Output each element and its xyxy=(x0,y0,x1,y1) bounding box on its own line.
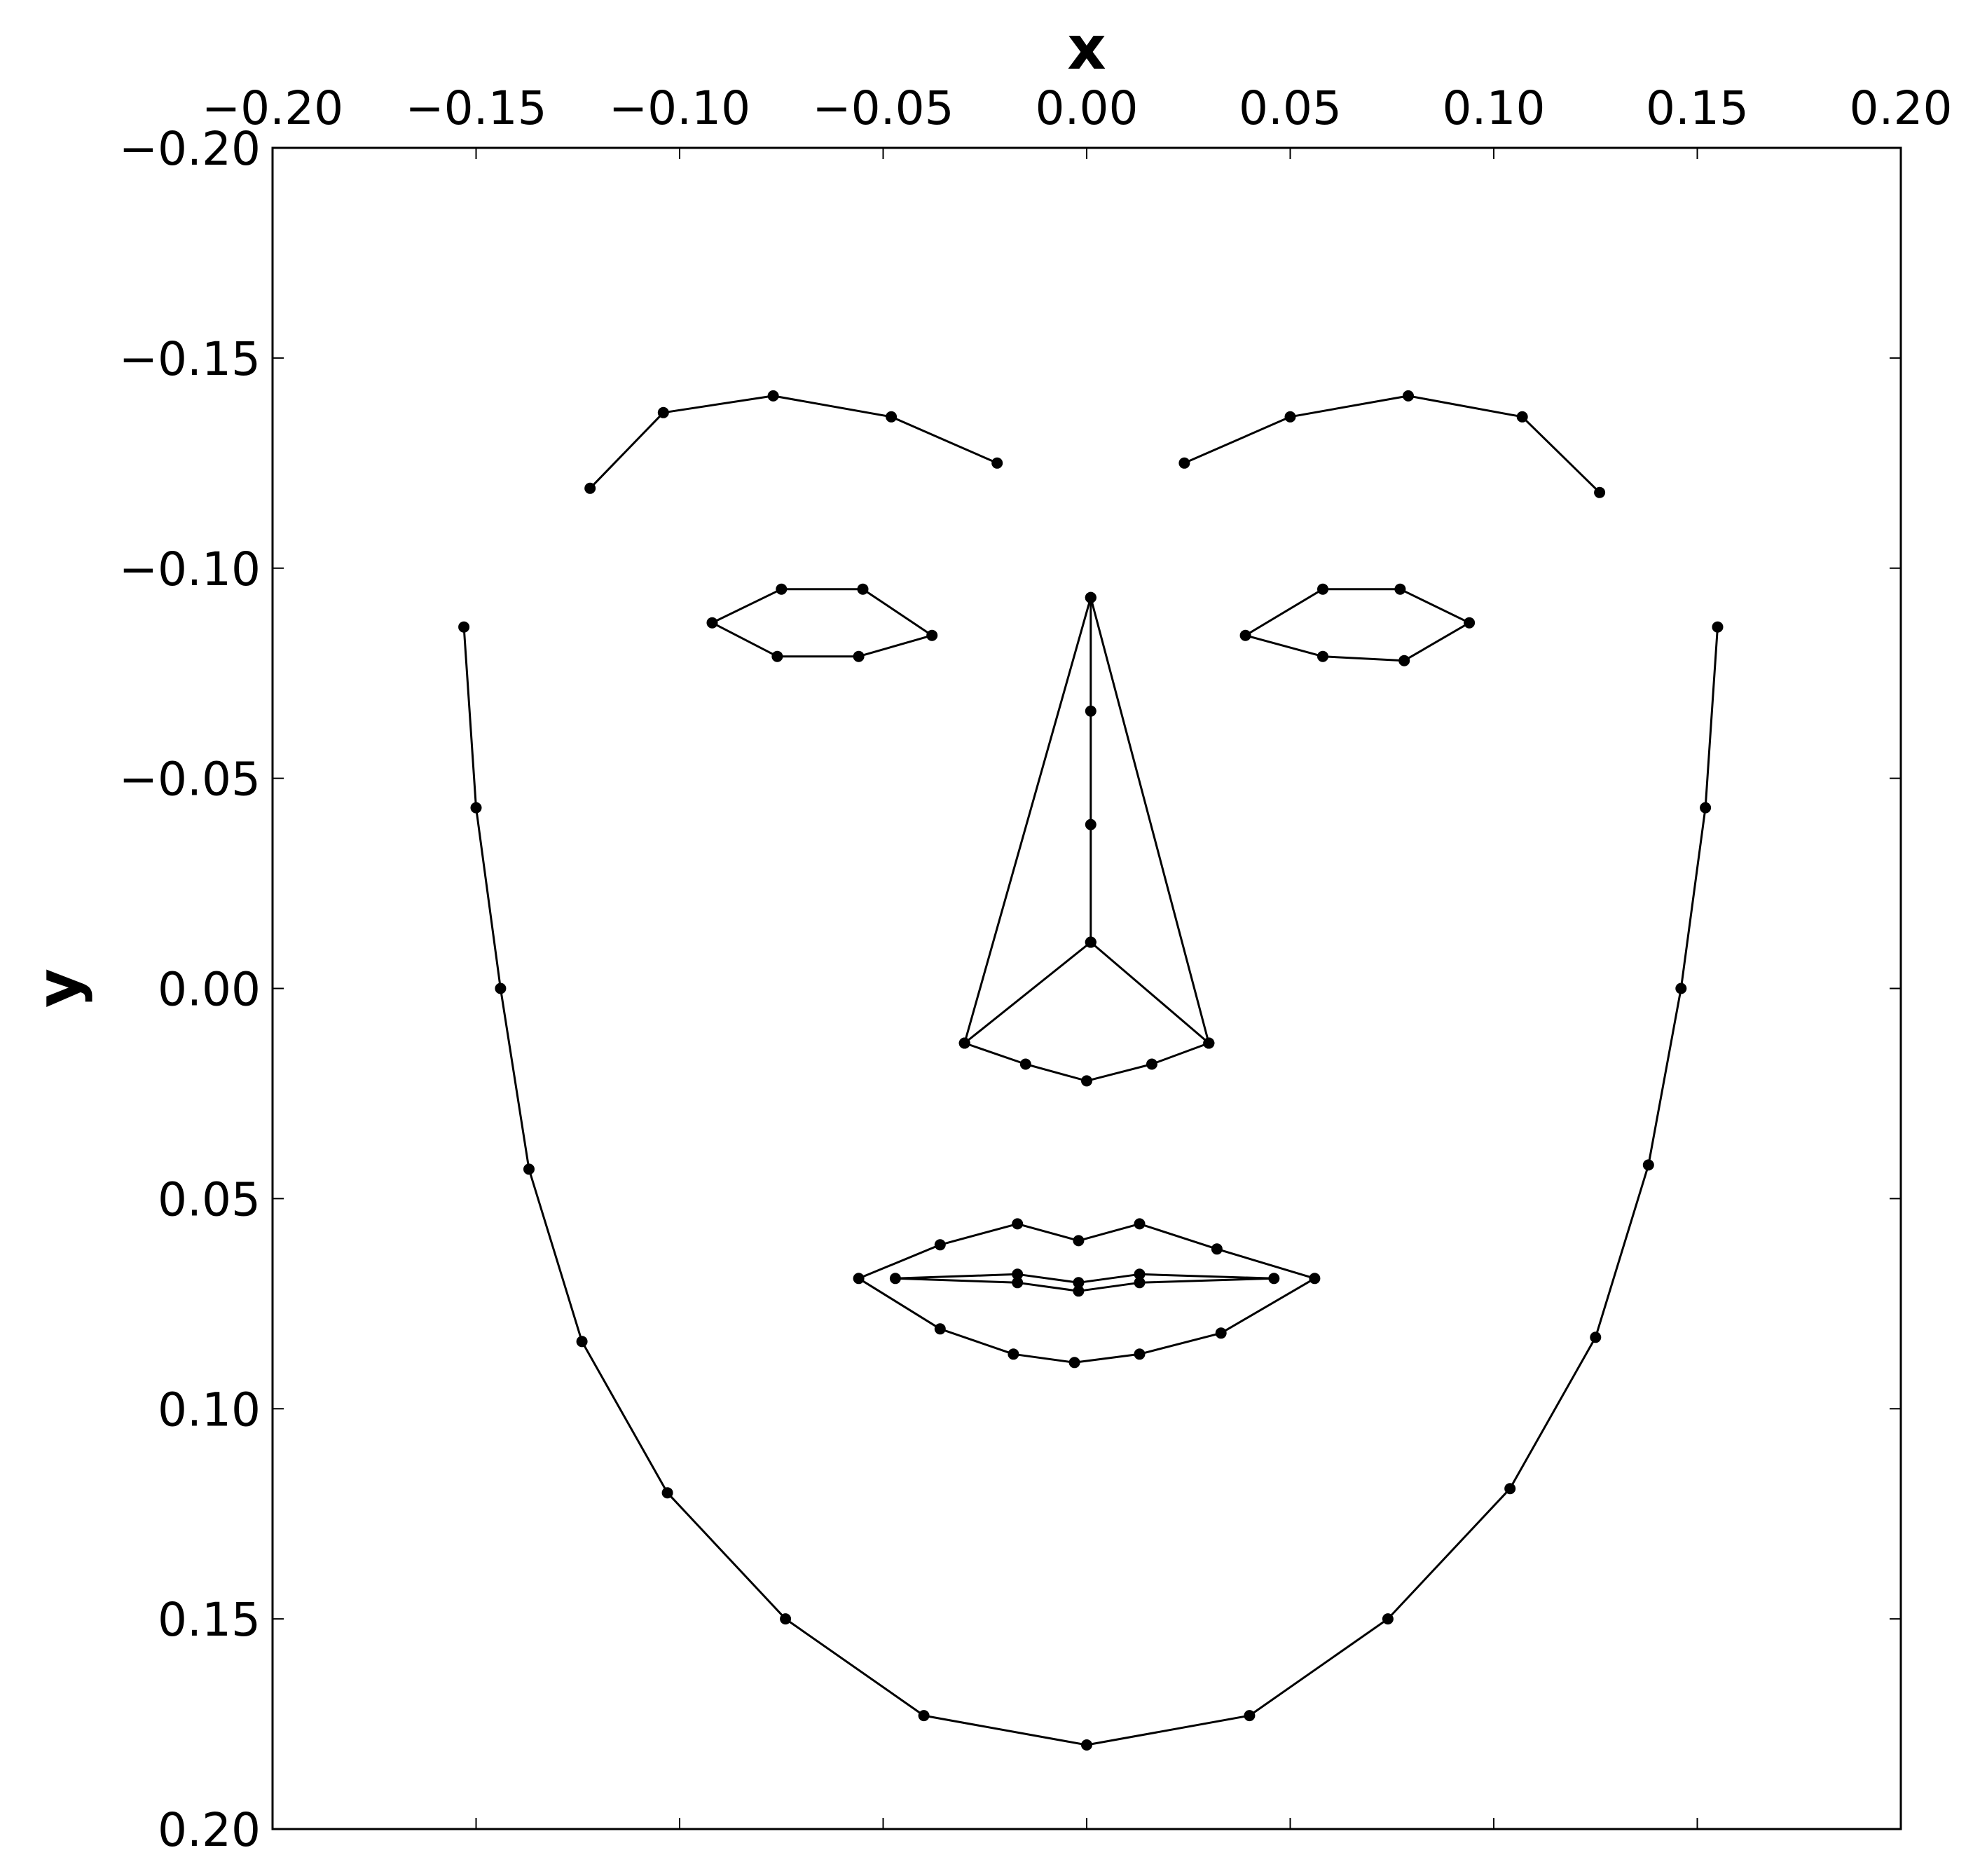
x-tick-label: 0.00 xyxy=(1036,81,1139,135)
x-tick-label: 0.10 xyxy=(1443,81,1546,135)
data-point xyxy=(1382,1613,1394,1625)
x-tick-label: 0.05 xyxy=(1239,81,1342,135)
data-point xyxy=(706,617,718,629)
data-point xyxy=(1211,1243,1223,1255)
x-axis-title: x xyxy=(1067,13,1106,83)
data-point xyxy=(1239,629,1251,641)
series-line xyxy=(1089,941,1210,1044)
data-point xyxy=(1675,982,1687,994)
data-point xyxy=(1085,819,1096,830)
data-point xyxy=(853,650,865,662)
data-point xyxy=(1019,1058,1031,1070)
data-point xyxy=(1317,583,1328,595)
data-point xyxy=(1700,802,1712,814)
series-line xyxy=(1089,597,1210,1043)
x-tick-label: 0.15 xyxy=(1646,81,1749,135)
data-point xyxy=(1081,1739,1092,1751)
data-point xyxy=(1085,705,1096,717)
data-point xyxy=(1203,1037,1215,1049)
data-point xyxy=(1085,591,1096,603)
data-point xyxy=(1403,390,1414,402)
y-tick-label: 0.05 xyxy=(158,1172,261,1226)
data-point xyxy=(1215,1327,1227,1339)
y-tick-label: 0.15 xyxy=(158,1593,261,1647)
data-point xyxy=(661,1487,673,1499)
data-point xyxy=(458,621,470,633)
x-tick-label: −0.20 xyxy=(202,81,343,135)
x-tick-label: 0.20 xyxy=(1850,81,1953,135)
x-tick-label: −0.10 xyxy=(609,81,750,135)
data-point xyxy=(495,982,507,994)
data-point xyxy=(1398,655,1410,666)
data-point xyxy=(958,1037,970,1049)
data-point xyxy=(1642,1159,1654,1171)
y-tick-label: −0.05 xyxy=(119,753,261,807)
data-point xyxy=(1309,1273,1321,1285)
data-point xyxy=(1073,1277,1085,1289)
data-point xyxy=(1068,1357,1080,1369)
data-point xyxy=(523,1163,535,1175)
data-point xyxy=(1594,486,1606,498)
data-point xyxy=(657,406,669,418)
data-point xyxy=(1268,1273,1280,1285)
y-axis-title: y xyxy=(24,968,94,1008)
data-point xyxy=(1317,650,1328,662)
data-point xyxy=(1146,1058,1157,1070)
y-tick-label: 0.00 xyxy=(158,963,261,1017)
data-point xyxy=(1504,1483,1516,1495)
series-layer xyxy=(458,390,1724,1751)
y-tick-label: −0.15 xyxy=(119,332,261,386)
y-tick-label: 0.10 xyxy=(158,1383,261,1437)
data-point xyxy=(1712,621,1724,633)
data-point xyxy=(1012,1218,1024,1230)
data-point xyxy=(991,457,1003,469)
y-axis-ticks: −0.20 −0.15 −0.10 −0.05 0.00 0.05 0.10 0.15 0.20 xyxy=(119,122,1901,1857)
data-point xyxy=(1073,1235,1085,1247)
data-point xyxy=(780,1613,792,1625)
data-point xyxy=(1012,1277,1024,1289)
x-tick-label: −0.15 xyxy=(405,81,546,135)
data-point xyxy=(470,802,482,814)
data-point xyxy=(584,482,596,494)
data-point xyxy=(1012,1268,1024,1280)
data-point xyxy=(1284,411,1296,423)
data-point xyxy=(889,1273,901,1285)
data-point xyxy=(934,1239,946,1251)
plot-area xyxy=(271,146,1902,1830)
x-axis-ticks: −0.20 −0.15 −0.10 −0.05 0.00 0.05 0.10 0.15 0.20 xyxy=(202,81,1953,1829)
data-point xyxy=(1134,1268,1146,1280)
y-tick-label: 0.20 xyxy=(158,1803,261,1857)
data-point xyxy=(1073,1285,1085,1297)
data-point xyxy=(1134,1218,1146,1230)
data-point xyxy=(1178,457,1190,469)
series-line xyxy=(963,597,1092,1043)
data-point xyxy=(1590,1331,1602,1343)
data-point xyxy=(1134,1348,1146,1360)
data-point xyxy=(857,583,869,595)
y-tick-label: −0.20 xyxy=(119,122,261,176)
data-point xyxy=(934,1323,946,1335)
data-point xyxy=(771,650,783,662)
data-point xyxy=(1134,1277,1146,1289)
data-point xyxy=(1085,936,1096,948)
data-point xyxy=(1464,617,1476,629)
y-tick-label: −0.10 xyxy=(119,542,261,596)
data-point xyxy=(1244,1710,1256,1722)
data-point xyxy=(886,411,898,423)
data-point xyxy=(1516,411,1528,423)
data-point xyxy=(926,629,938,641)
x-tick-label: −0.05 xyxy=(812,81,954,135)
data-point xyxy=(1394,583,1406,595)
data-point xyxy=(776,583,788,595)
data-point xyxy=(853,1273,865,1285)
data-point xyxy=(1008,1348,1019,1360)
data-point xyxy=(1081,1075,1092,1087)
data-point xyxy=(767,390,779,402)
data-point xyxy=(918,1710,930,1722)
series-line xyxy=(963,941,1092,1044)
data-point xyxy=(576,1336,588,1348)
